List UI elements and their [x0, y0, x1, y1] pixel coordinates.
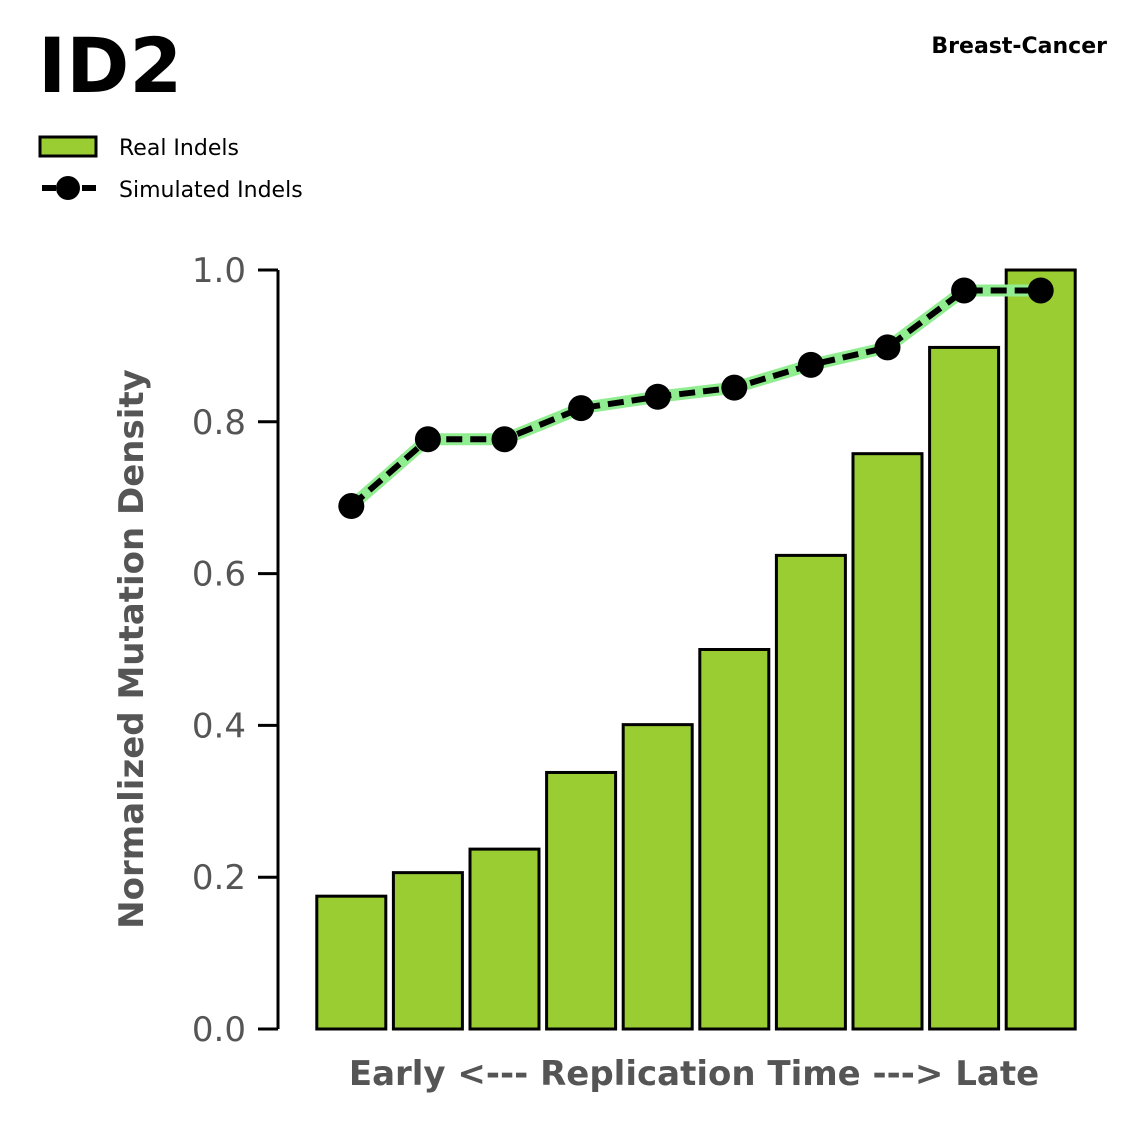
bar-6 — [698, 648, 771, 1031]
bar-10 — [1004, 268, 1077, 1031]
legend-line-marker — [56, 176, 80, 200]
bar-7 — [774, 553, 847, 1031]
bar-9 — [928, 345, 1001, 1031]
legend-line-label: Simulated Indels — [119, 178, 303, 203]
legend-bar-swatch — [38, 135, 98, 158]
y-tick-label: 0.8 — [192, 403, 246, 443]
y-tick-label: 1.0 — [192, 251, 246, 291]
chart-title: ID2 — [38, 21, 183, 110]
simulated-point-4 — [568, 395, 595, 422]
simulated-point-2 — [414, 426, 441, 453]
y-axis: 0.0 0.2 0.4 0.6 0.8 1.0 — [192, 251, 280, 1050]
y-axis-label: Normalized Mutation Density — [112, 369, 152, 929]
y-tick-label: 0.0 — [192, 1010, 246, 1050]
simulated-point-8 — [874, 334, 901, 361]
simulated-line-series — [338, 277, 1054, 520]
legend-bar-label: Real Indels — [119, 136, 239, 161]
simulated-point-5 — [644, 383, 671, 410]
simulated-point-1 — [338, 493, 365, 520]
simulated-point-3 — [491, 426, 518, 453]
simulated-point-7 — [797, 351, 824, 378]
bar-5 — [621, 723, 694, 1031]
bar-4 — [545, 770, 618, 1031]
chart-subtitle: Breast-Cancer — [931, 34, 1107, 59]
simulated-point-10 — [1027, 277, 1054, 304]
simulated-point-6 — [721, 374, 748, 401]
y-tick-label: 0.2 — [192, 858, 246, 898]
y-tick-label: 0.4 — [192, 706, 246, 746]
bars — [315, 268, 1077, 1031]
y-tick-label: 0.6 — [192, 555, 246, 595]
legend: Real Indels Simulated Indels — [38, 135, 303, 203]
bar-3 — [468, 847, 541, 1031]
x-axis-label: Early <--- Replication Time ---> Late — [349, 1054, 1039, 1094]
bar-2 — [391, 871, 464, 1031]
simulated-point-9 — [951, 277, 978, 304]
bar-8 — [851, 452, 924, 1031]
simulated-line-halo — [347, 284, 1041, 511]
bar-1 — [315, 894, 388, 1031]
